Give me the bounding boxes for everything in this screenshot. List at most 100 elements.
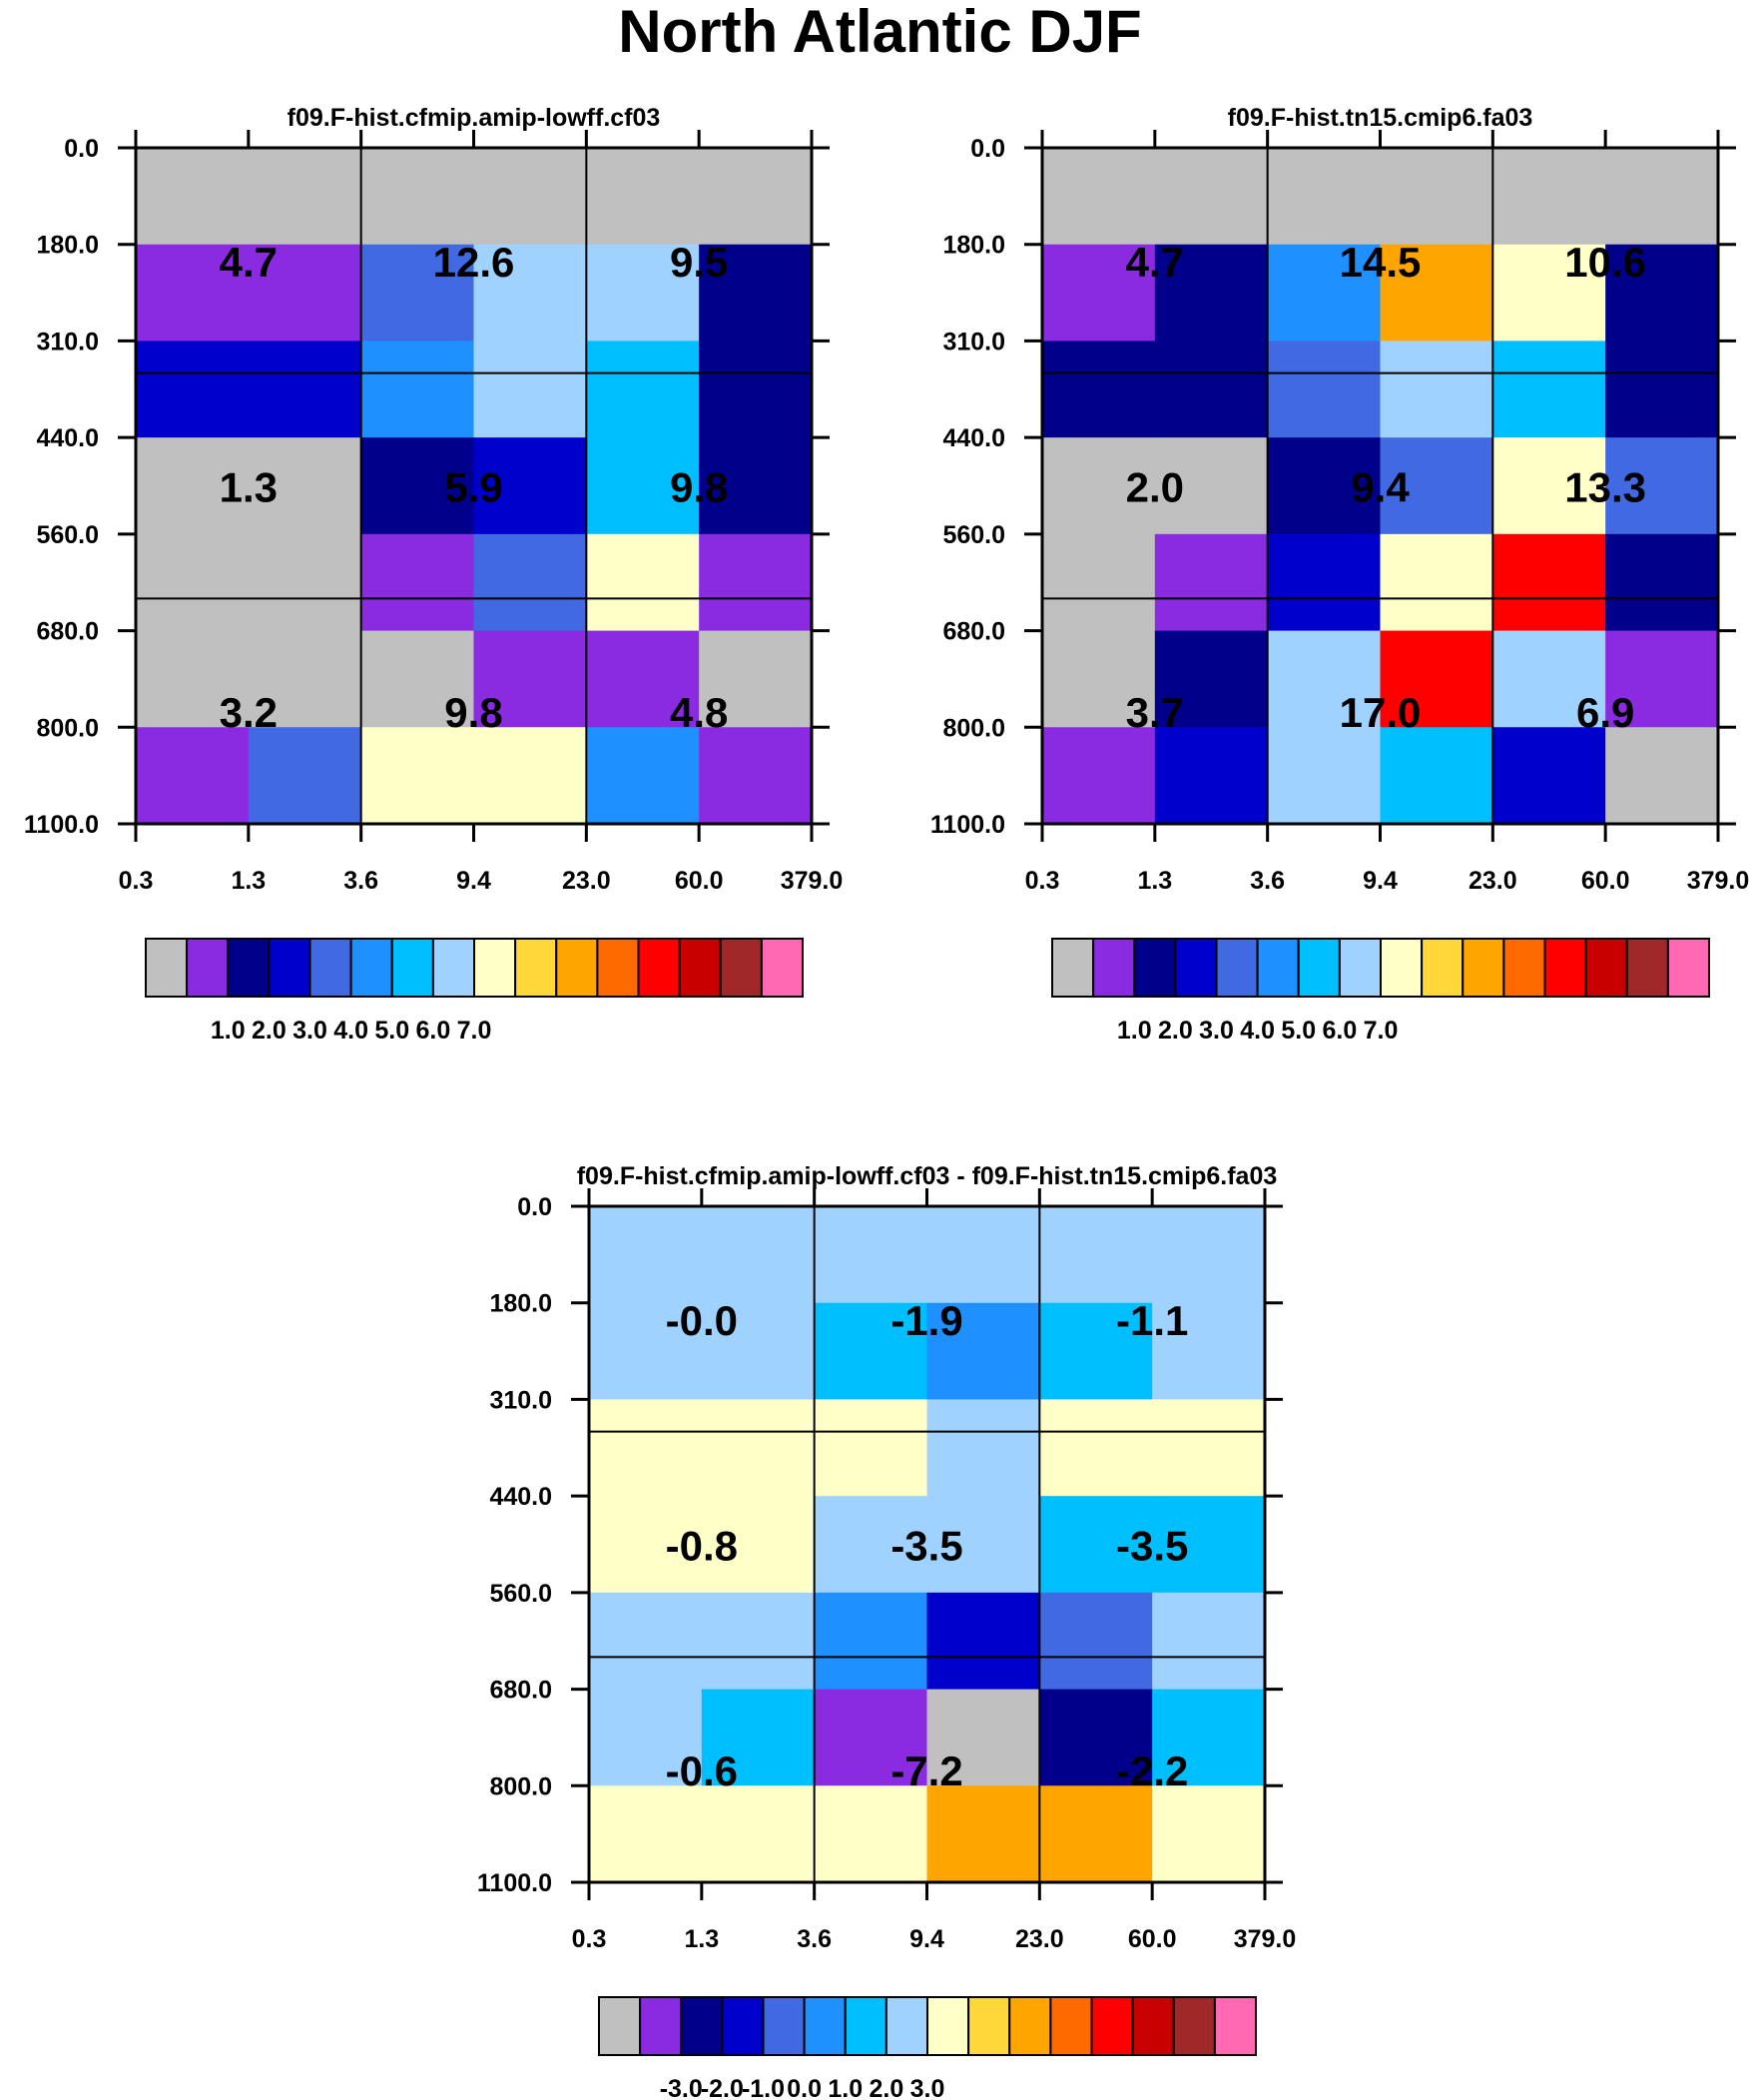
panel-right-colorbar-box [1174,938,1218,998]
panel-right-xtick-label: 9.4 [1363,867,1398,895]
panel-right-cell [1154,341,1269,438]
panel-right-cell [1042,341,1156,438]
panel-right-colorbar-label: 6.0 [1322,1017,1357,1045]
panel-left-value-label: 3.2 [220,689,278,736]
panel-left-cell [586,244,700,343]
panel-left-cell [360,244,475,343]
panel-diff-cell [589,1689,703,1786]
panel-left-cell [136,244,250,343]
panel-left-xtick-label: 60.0 [675,867,724,895]
panel-diff-xtick-label: 23.0 [1015,1925,1064,1953]
panel-diff-xtick-label: 379.0 [1234,1925,1297,1953]
panel-diff-cell [701,1785,816,1883]
panel-right-colorbar-box [1051,938,1095,998]
panel-diff-cell [926,1206,1040,1304]
panel-right-cell [1380,727,1493,825]
panel-right-xtick-label: 23.0 [1468,867,1517,895]
panel-left-colorbar-box [349,938,393,998]
panel-left-value-label: 4.8 [670,689,728,736]
panel-right-colorbar-box [1625,938,1669,998]
panel-diff-cell [589,1496,703,1594]
panel-diff-ytick-label: 800.0 [489,1772,552,1800]
panel-diff-cell [814,1496,928,1594]
panel-left-value-label: 4.7 [220,239,278,286]
panel-diff-value-label: -3.5 [890,1523,962,1570]
panel-right-ytick-label: 800.0 [942,714,1005,742]
panel-right-cell [1380,244,1493,343]
panel-diff-colorbar-box [967,1996,1011,2056]
panel-left-colorbar-label: 1.0 [211,1017,246,1045]
panel-diff-ytick-label: 310.0 [489,1386,552,1414]
panel-left-cell [473,244,587,343]
panel-left-cell [136,630,250,728]
panel-right-cell [1605,341,1719,438]
panel-left-xtick-label: 9.4 [456,867,491,895]
panel-left-colorbar-label: 3.0 [293,1017,327,1045]
panel-right-cell [1380,533,1493,632]
panel-diff-colorbar-box [598,1996,642,2056]
panel-right-cell [1380,437,1493,535]
panel-right-cell [1042,630,1156,728]
panel-left-cell [699,244,813,343]
panel-left-ytick-label: 310.0 [36,328,99,355]
panel-diff-cell [926,1496,1040,1594]
panel-diff-ytick-label: 560.0 [489,1580,552,1608]
panel-left-cell [473,727,587,825]
panel-diff-xtick-label: 3.6 [797,1925,832,1953]
panel-diff-cell [701,1689,816,1786]
panel-diff-value-label: -2.2 [1116,1748,1188,1794]
panel-diff-ytick-label: 440.0 [489,1483,552,1511]
panel-left-value-label: 9.8 [670,464,728,511]
panel-diff-cell [701,1592,816,1691]
panel-diff-colorbar-box [639,1996,683,2056]
panel-diff-colorbar-box [1049,1996,1093,2056]
panel-right-colorbar-box [1256,938,1300,998]
panel-diff-cell [814,1689,928,1786]
panel-left-colorbar-box [760,938,804,998]
panel-right-title: f09.F-hist.tn15.cmip6.fa03 [1228,104,1533,132]
panel-right-cell [1267,341,1382,438]
panel-diff-cell [589,1785,703,1883]
panel-right-cell [1042,533,1156,632]
panel-left-cell [586,630,700,728]
panel-diff-cell [814,1399,928,1497]
panel-diff-colorbar-label: -1.0 [742,2075,785,2100]
panel-left-cell [699,148,813,246]
panel-left-colorbar-box [145,938,189,998]
panel-diff-colorbar-box [926,1996,970,2056]
panel-left-cell [360,533,475,632]
panel-left-xtick-label: 23.0 [562,867,611,895]
panel-diff-value-label: -0.6 [666,1748,738,1794]
panel-left-cell [586,148,700,246]
panel-left-cell [136,148,250,246]
panel-left-cell [699,437,813,535]
panel-right-cell [1042,148,1156,246]
panel-right-cell [1267,437,1382,535]
panel-diff-colorbar-label: 1.0 [828,2075,863,2100]
panel-left-title: f09.F-hist.cfmip.amip-lowff.cf03 [288,104,661,132]
panel-left-colorbar-label: 2.0 [252,1017,287,1045]
panel-left-colorbar-box [514,938,558,998]
panel-diff-cell [1039,1399,1153,1497]
panel-diff-cell [589,1592,703,1691]
panel-diff-colorbar-box [884,1996,928,2056]
panel-diff-cell [1039,1496,1153,1594]
panel-diff-ytick-label: 180.0 [489,1290,552,1318]
panel-diff-cell [814,1785,928,1883]
panel-diff-colorbar-box [1131,1996,1175,2056]
panel-diff-value-label: -0.8 [666,1523,738,1570]
panel-left-colorbar-box [390,938,434,998]
panel-left-ytick-label: 560.0 [36,521,99,549]
panel-diff-ytick-label: 0.0 [517,1193,552,1221]
panel-left-cell [473,437,587,535]
panel-right-cell [1380,341,1493,438]
panel-diff-cell [814,1206,928,1304]
panel-diff-colorbar-box [1213,1996,1257,2056]
panel-diff-colorbar-label: 3.0 [910,2075,945,2100]
panel-right-cell [1605,148,1719,246]
panel-right-colorbar-box [1421,938,1465,998]
panel-diff-cell [1152,1592,1266,1691]
panel-diff-colorbar-box [762,1996,806,2056]
panel-left-cell [586,437,700,535]
panel-left-colorbar-box [719,938,763,998]
